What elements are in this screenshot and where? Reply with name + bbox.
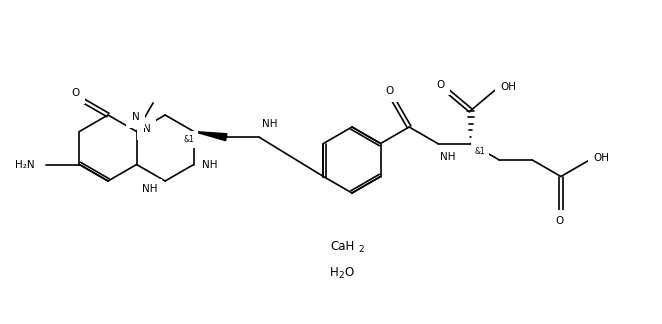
Text: NH: NH [202,159,217,169]
Text: NH: NH [142,184,157,194]
Text: O: O [385,87,394,97]
Text: O: O [344,265,354,279]
Text: N: N [142,124,150,134]
Polygon shape [194,132,227,141]
Text: CaH: CaH [330,239,354,252]
Text: NH: NH [440,152,455,161]
Text: OH: OH [500,82,516,92]
Text: 2: 2 [358,246,363,254]
Text: N: N [132,112,140,122]
Text: O: O [556,215,564,226]
Text: H₂N: H₂N [15,159,34,169]
Text: O: O [436,80,445,90]
Text: 2: 2 [338,272,344,281]
Text: NH: NH [262,119,278,129]
Text: OH: OH [593,153,610,163]
Text: H: H [330,265,339,279]
Text: &1: &1 [475,147,485,156]
Text: &1: &1 [183,135,194,144]
Text: O: O [71,88,79,98]
